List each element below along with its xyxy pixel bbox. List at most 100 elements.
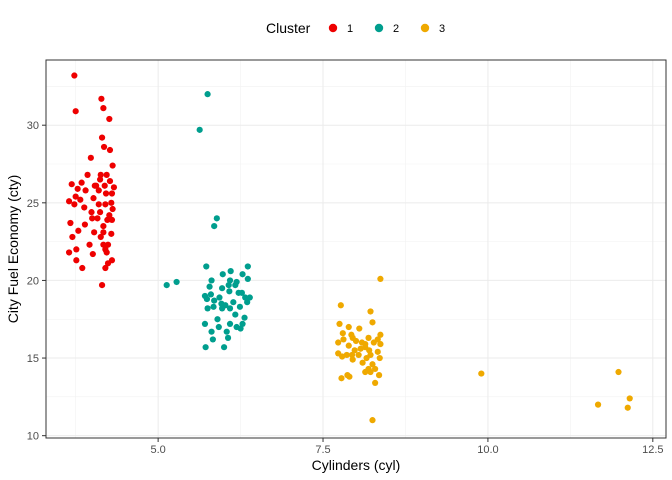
cluster-3-point <box>352 337 360 345</box>
cluster-1-point <box>73 257 80 264</box>
cluster-1-point <box>108 190 116 197</box>
cluster-1-point <box>87 154 94 161</box>
cluster-2-point <box>232 311 239 318</box>
cluster-3-point <box>351 347 358 354</box>
cluster-2-point <box>236 303 244 310</box>
cluster-2-point <box>208 277 215 284</box>
cluster-2-point <box>206 283 213 290</box>
cluster-1-point <box>106 212 113 219</box>
cluster-2-point <box>242 294 249 301</box>
cluster-3-point <box>336 320 343 328</box>
cluster-1-point <box>94 215 101 222</box>
cluster-1-point <box>75 227 82 234</box>
cluster-2-point <box>213 215 220 222</box>
cluster-3-point <box>335 339 342 346</box>
cluster-1-point <box>109 162 116 169</box>
cluster-2-point <box>204 305 211 312</box>
cluster-3-point <box>359 359 366 366</box>
cluster-1-point <box>73 246 80 253</box>
cluster-1-point <box>98 95 105 102</box>
cluster-1-point <box>97 171 104 178</box>
cluster-1-point <box>65 249 73 256</box>
cluster-2-point <box>246 294 253 301</box>
cluster-2-point <box>173 278 180 286</box>
cluster-1-point <box>103 249 110 256</box>
cluster-2-point <box>232 281 239 289</box>
cluster-1-point <box>89 250 96 258</box>
cluster-3-point <box>365 334 372 341</box>
cluster-3-point <box>626 395 633 402</box>
cluster-1-point <box>81 204 88 211</box>
cluster-1-point <box>93 182 100 189</box>
legend-label-1: 1 <box>347 23 353 35</box>
cluster-1-point <box>100 105 107 112</box>
cluster-3-point <box>367 308 374 315</box>
cluster-3-point <box>348 351 356 359</box>
cluster-3-point <box>345 323 352 331</box>
cluster-1-point <box>77 196 84 203</box>
cluster-3-point <box>377 340 384 348</box>
cluster-1-point <box>100 143 108 151</box>
cluster-3-point <box>615 368 622 376</box>
cluster-3-point <box>372 379 379 386</box>
cluster-1-point <box>106 146 114 154</box>
cluster-2-point <box>239 320 246 328</box>
cluster-3-point <box>376 354 383 362</box>
cluster-1-point <box>104 216 111 223</box>
cluster-2-point <box>239 271 246 278</box>
cluster-2-point <box>225 281 232 289</box>
x-axis-title: Cylinders (cyl) <box>312 457 401 473</box>
cluster-3-point <box>624 404 631 411</box>
cluster-1-point <box>89 215 96 222</box>
cluster-1-point <box>81 221 89 228</box>
legend-key-3 <box>420 23 430 33</box>
cluster-1-point <box>82 187 89 194</box>
cluster-2-point <box>202 344 209 351</box>
cluster-3-point <box>367 368 374 376</box>
y-tick-label: 15 <box>27 353 39 365</box>
cluster-3-point <box>345 342 352 349</box>
cluster-1-point <box>104 260 112 267</box>
cluster-1-point <box>100 241 107 248</box>
cluster-1-point <box>72 108 79 115</box>
cluster-1-point <box>108 230 115 237</box>
cluster-1-point <box>102 264 109 272</box>
cluster-3-point <box>343 351 350 359</box>
cluster-3-point <box>339 330 346 337</box>
cluster-1-point <box>98 134 106 141</box>
cluster-3-point <box>370 339 377 346</box>
cluster-3-point <box>377 275 384 282</box>
cluster-1-point <box>71 201 78 208</box>
cluster-1-point <box>68 181 75 188</box>
y-tick-label: 20 <box>27 275 39 287</box>
y-axis-ticks: 10 15 20 25 30 <box>27 120 46 443</box>
cluster-2-point <box>219 285 226 292</box>
cluster-2-point <box>219 271 226 278</box>
cluster-1-point <box>95 187 102 194</box>
x-tick-label: 12.5 <box>642 444 663 456</box>
x-tick-label: 10.0 <box>477 444 498 456</box>
cluster-1-point <box>102 201 109 208</box>
cluster-2-point <box>244 299 251 306</box>
cluster-3-point <box>349 356 356 363</box>
cluster-2-point <box>230 299 237 306</box>
cluster-3-point <box>369 361 376 368</box>
cluster-3-point <box>367 351 374 359</box>
cluster-2-point <box>224 334 232 341</box>
legend-title: Cluster <box>266 20 311 36</box>
cluster-2-point <box>219 305 226 312</box>
cluster-1-point <box>86 241 93 248</box>
cluster-1-point <box>71 72 78 79</box>
cluster-1-point <box>108 199 115 206</box>
legend-label-3: 3 <box>439 23 445 35</box>
legend-key-2 <box>374 23 384 33</box>
cluster-2-point <box>216 294 223 301</box>
cluster-1-point <box>90 195 97 202</box>
cluster-2-point <box>208 328 215 335</box>
cluster-1-point <box>103 171 110 178</box>
cluster-1-point <box>95 201 102 208</box>
cluster-1-point <box>110 184 118 191</box>
cluster-2-point <box>237 325 244 332</box>
cluster-3-point <box>356 325 363 332</box>
